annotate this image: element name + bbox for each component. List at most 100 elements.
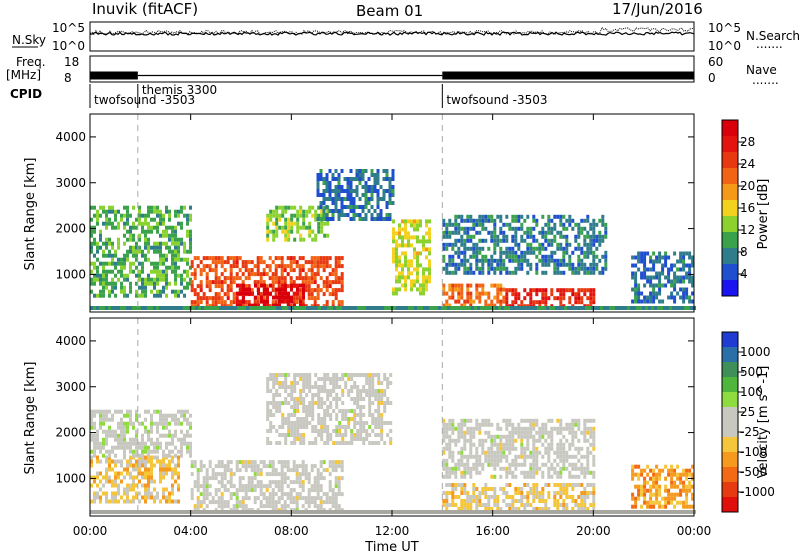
velocity-cell (177, 409, 180, 414)
velocity-cell (311, 393, 315, 397)
power-cell (111, 225, 114, 230)
velocity-cell (529, 503, 533, 507)
velocity-cell (319, 504, 323, 509)
power-cell (385, 169, 389, 173)
power-cell (337, 209, 341, 213)
power-cell (373, 181, 377, 185)
velocity-cell (553, 450, 557, 455)
velocity-cell (93, 409, 96, 414)
power-cell (334, 205, 338, 209)
velocity-cell (120, 459, 123, 464)
power-cell (171, 229, 174, 234)
velocity-cell (365, 381, 369, 385)
power-cell (186, 281, 189, 286)
velocity-cell (117, 425, 120, 430)
power-cell (263, 287, 266, 292)
power-cell (425, 231, 428, 236)
velocity-cell (235, 504, 239, 509)
power-cell (310, 280, 314, 285)
velocity-cell (99, 499, 102, 504)
power-cell (165, 257, 168, 262)
power-ground-cell (156, 306, 159, 310)
power-cell (135, 217, 138, 222)
velocity-cell (272, 425, 276, 429)
power-ground-cell (567, 306, 570, 310)
velocity-ground-cell (246, 510, 249, 514)
power-cell (466, 214, 470, 219)
velocity-cell (356, 401, 360, 405)
velocity-cell (691, 472, 695, 477)
power-cell (535, 238, 539, 243)
power-cell (271, 280, 275, 285)
power-cell (180, 205, 183, 210)
power-cell (229, 264, 233, 269)
power-cell (129, 265, 132, 270)
velocity-cell (256, 480, 260, 485)
power-cell (319, 201, 323, 205)
velocity-ground-cell (195, 510, 198, 514)
power-colorbar-swatch (722, 232, 738, 249)
velocity-cell (196, 468, 200, 473)
power-cell (90, 229, 93, 234)
velocity-ground-cell (192, 510, 195, 514)
power-cell (679, 267, 683, 272)
velocity-cell (293, 429, 297, 433)
power-cell (96, 209, 99, 214)
power-cell (144, 233, 147, 238)
power-cell (523, 218, 527, 223)
power-cell (541, 292, 545, 297)
velocity-cell (132, 453, 135, 458)
power-cell (442, 246, 446, 251)
velocity-cell (374, 393, 378, 397)
power-cell (355, 173, 359, 177)
velocity-ground-cell (120, 510, 123, 514)
power-ground-cell (657, 306, 660, 310)
power-cell (472, 246, 476, 251)
power-cell (147, 205, 150, 210)
power-cell (150, 281, 153, 286)
power-cell (425, 223, 428, 228)
velocity-cell (174, 445, 177, 450)
velocity-ground-cell (366, 510, 369, 514)
velocity-cell (649, 504, 653, 509)
velocity-ground-cell (564, 510, 567, 514)
power-cell (126, 229, 129, 234)
power-cell (682, 295, 686, 300)
velocity-ground-cell (102, 510, 105, 514)
power-cell (358, 217, 362, 221)
power-cell (425, 267, 428, 272)
velocity-cell (296, 381, 300, 385)
velocity-ground-cell (393, 510, 396, 514)
power-cell (349, 193, 353, 197)
velocity-cell (655, 464, 659, 469)
velocity-cell (284, 385, 288, 389)
power-cell (214, 268, 218, 273)
velocity-cell (529, 462, 533, 467)
power-cell (304, 280, 308, 285)
velocity-cell (463, 446, 467, 451)
velocity-cell (168, 463, 171, 468)
power-cell (144, 289, 147, 294)
power-cell (108, 249, 111, 254)
nave-legend-dots: ....... (752, 73, 779, 87)
power-cell (413, 235, 416, 240)
velocity-cell (308, 421, 312, 425)
power-cell (114, 253, 117, 258)
velocity-cell (120, 445, 123, 450)
velocity-cell (168, 449, 171, 454)
power-cell (505, 300, 509, 305)
power-cell (634, 283, 638, 288)
velocity-cell (556, 442, 560, 447)
power-cell (469, 246, 473, 251)
power-cell (343, 205, 347, 209)
velocity-cell (637, 472, 641, 477)
power-cell (398, 275, 401, 280)
velocity-cell (490, 450, 494, 455)
power-cell (559, 214, 563, 219)
velocity-cell (478, 491, 482, 495)
velocity-cell (235, 468, 239, 473)
velocity-cell (266, 401, 270, 405)
power-cell (451, 295, 455, 300)
power-cell (538, 258, 542, 263)
velocity-cell (463, 487, 467, 491)
